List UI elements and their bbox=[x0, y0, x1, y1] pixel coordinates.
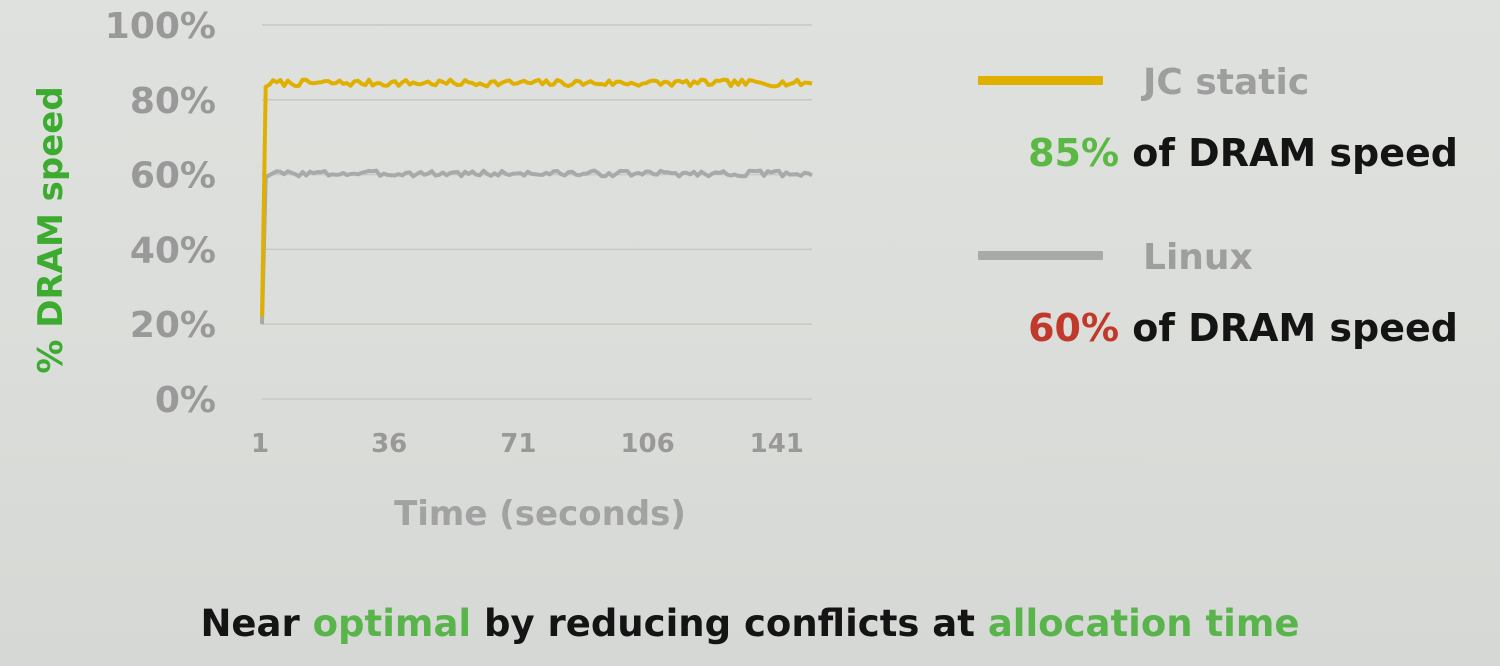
percent-suffix: of DRAM speed bbox=[1119, 306, 1458, 350]
caption-highlight-allocation-time: allocation time bbox=[988, 602, 1300, 645]
caption-highlight-optimal: optimal bbox=[313, 602, 471, 645]
legend-label-linux: Linux bbox=[1143, 237, 1253, 278]
slide-caption: Near optimal by reducing conflicts at al… bbox=[0, 602, 1500, 645]
y-tick-label: 80% bbox=[130, 81, 216, 122]
x-tick-label: 36 bbox=[371, 429, 407, 459]
chart-legend: JC static 85% of DRAM speed Linux 60% of… bbox=[978, 58, 1458, 408]
series-line-linux bbox=[262, 171, 812, 325]
legend-item-linux: Linux 60% of DRAM speed bbox=[978, 233, 1458, 408]
x-tick-label: 1 bbox=[251, 429, 269, 459]
legend-item-jc-static: JC static 85% of DRAM speed bbox=[978, 58, 1458, 233]
x-tick-label: 106 bbox=[620, 429, 674, 459]
legend-note-linux: 60% of DRAM speed bbox=[1028, 306, 1458, 350]
legend-swatch-linux bbox=[978, 251, 1103, 260]
y-tick-label: 60% bbox=[130, 156, 216, 197]
x-axis-label: Time (seconds) bbox=[394, 494, 686, 534]
y-tick-label: 20% bbox=[130, 305, 216, 346]
x-axis-ticks: 1 36 71 106 141 bbox=[251, 429, 804, 459]
caption-text: by reducing conflicts at bbox=[471, 602, 988, 645]
y-tick-label: 40% bbox=[130, 230, 216, 271]
x-tick-label: 71 bbox=[500, 429, 536, 459]
chart-series bbox=[262, 80, 812, 325]
caption-text: Near bbox=[200, 602, 312, 645]
legend-note-jc-static: 85% of DRAM speed bbox=[1028, 131, 1458, 175]
percent-value: 60% bbox=[1028, 306, 1119, 350]
percent-suffix: of DRAM speed bbox=[1119, 131, 1458, 175]
legend-swatch-jc-static bbox=[978, 76, 1103, 85]
y-tick-label: 0% bbox=[155, 380, 216, 421]
percent-value: 85% bbox=[1028, 131, 1119, 175]
legend-label-jc-static: JC static bbox=[1143, 62, 1309, 103]
x-tick-label: 141 bbox=[750, 429, 804, 459]
y-axis-label: % DRAM speed bbox=[31, 86, 71, 373]
y-axis-ticks: 0% 20% 40% 60% 80% 100% bbox=[105, 6, 216, 421]
y-tick-label: 100% bbox=[105, 6, 216, 47]
series-line-jc-static bbox=[262, 80, 812, 317]
